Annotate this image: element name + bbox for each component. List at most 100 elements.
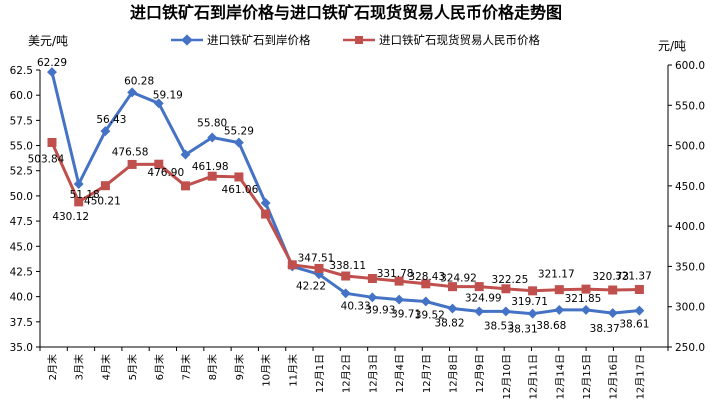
data-point-square — [341, 271, 351, 281]
x-tick-label: 12月17日 — [634, 354, 646, 399]
data-point-diamond — [233, 137, 244, 148]
x-tick-label: 12月10日 — [501, 354, 513, 399]
data-point-diamond — [447, 303, 458, 314]
data-label: 38.82 — [434, 318, 464, 330]
legend-diamond-marker — [181, 34, 193, 46]
data-label: 38.61 — [619, 319, 649, 331]
data-point-diamond — [527, 308, 538, 319]
data-label: 476.90 — [147, 167, 184, 179]
right-axis-ticks: 250.0 300.0 350.0 400.0 450.0 500.0 550.0 600.0 — [668, 60, 705, 354]
legend-square-marker — [355, 36, 363, 44]
left-axis-ticks: 35.0 37.5 40.0 42.5 45.0 47.5 50.0 52.5 55.0 57.5… — [10, 65, 40, 354]
data-label: 321.17 — [538, 269, 575, 281]
x-tick-label: 10月末 — [260, 354, 273, 387]
x-tick-label: 6月末 — [153, 354, 166, 380]
data-label: 55.29 — [224, 126, 254, 138]
x-tick-label: 4月末 — [99, 354, 112, 380]
data-point-square — [581, 284, 591, 294]
data-point-square — [100, 181, 110, 191]
x-tick-label: 12月3日 — [367, 354, 379, 393]
right-tick-label: 600.0 — [675, 60, 705, 72]
series-layer — [47, 67, 645, 319]
x-tick-label: 12月2日 — [341, 354, 353, 393]
data-point-square — [154, 159, 164, 169]
data-point-square — [608, 285, 618, 295]
x-tick-label: 12月8日 — [448, 354, 460, 393]
data-point-square — [47, 137, 57, 147]
right-tick-label: 250.0 — [675, 342, 705, 354]
data-label: 40.33 — [341, 300, 371, 312]
data-label: 503.84 — [28, 154, 65, 166]
left-tick-label: 60.0 — [10, 90, 33, 102]
right-tick-label: 500.0 — [675, 141, 705, 153]
data-label: 39.71 — [391, 309, 421, 321]
data-label: 319.71 — [511, 296, 548, 308]
data-point-square — [528, 286, 538, 296]
right-axis-unit: 元/吨 — [658, 39, 686, 53]
data-point-diamond — [47, 67, 57, 78]
data-point-square — [127, 159, 137, 169]
left-tick-label: 45.0 — [10, 241, 33, 253]
data-point-square — [448, 282, 457, 292]
data-point-diamond — [581, 304, 591, 315]
data-label: 51.18 — [70, 189, 100, 201]
data-point-square — [474, 282, 484, 292]
left-tick-label: 37.5 — [10, 317, 33, 329]
x-axis-ticks: 2月末 3月末 4月末 5月末 6月末 7月末 8月末 9月末 10月末 11月末 12月1日 12月… — [39, 347, 669, 399]
x-tick-label: 8月末 — [206, 354, 219, 380]
data-point-diamond — [474, 306, 485, 317]
left-tick-label: 35.0 — [10, 342, 33, 354]
data-label: 450.21 — [84, 196, 121, 208]
x-tick-label: 5月末 — [126, 354, 139, 380]
right-tick-label: 550.0 — [675, 100, 705, 112]
left-tick-label: 55.0 — [10, 141, 33, 153]
data-point-diamond — [420, 296, 431, 307]
x-tick-label: 2月末 — [46, 354, 59, 380]
data-label: 321.85 — [565, 293, 602, 305]
data-label: 42.22 — [296, 280, 326, 292]
data-label: 347.51 — [298, 252, 335, 264]
left-tick-label: 57.5 — [10, 115, 33, 127]
data-point-square — [367, 274, 377, 284]
x-tick-label: 11月末 — [286, 354, 299, 387]
data-point-square — [501, 284, 511, 294]
data-label: 60.28 — [124, 75, 154, 87]
data-point-square — [421, 279, 431, 289]
data-point-square — [234, 172, 244, 182]
data-point-square — [314, 263, 324, 273]
data-label: 38.53 — [484, 320, 514, 332]
left-tick-label: 42.5 — [10, 266, 33, 278]
data-point-square — [74, 197, 84, 207]
data-label: 461.06 — [222, 184, 259, 196]
right-tick-label: 350.0 — [675, 261, 705, 273]
right-tick-label: 450.0 — [675, 181, 705, 193]
legend: 进口铁矿石到岸价格 进口铁矿石现货贸易人民币价格 — [171, 33, 540, 47]
left-tick-label: 47.5 — [10, 216, 33, 228]
data-point-diamond — [607, 308, 618, 319]
x-tick-label: 12月1日 — [314, 354, 326, 393]
data-point-diamond — [127, 87, 138, 98]
x-tick-label: 12月14日 — [554, 354, 566, 399]
right-tick-label: 400.0 — [675, 221, 705, 233]
data-label: 62.29 — [37, 57, 67, 69]
data-point-square — [554, 285, 564, 295]
data-label: 324.92 — [440, 273, 477, 285]
x-tick-label: 12月4日 — [394, 354, 406, 393]
chart-title: 进口铁矿石到岸价格与进口铁矿石现货贸易人民币价格走势图 — [130, 3, 562, 22]
data-label: 38.68 — [536, 320, 566, 332]
x-tick-label: 9月末 — [233, 354, 246, 380]
data-label: 38.31 — [508, 324, 538, 336]
data-label: 55.80 — [197, 118, 227, 130]
data-label: 321.37 — [615, 271, 652, 283]
data-label: 38.37 — [590, 323, 620, 335]
data-point-square — [181, 181, 190, 191]
data-point-diamond — [73, 179, 84, 189]
data-label: 59.19 — [153, 89, 183, 101]
x-tick-label: 12月11日 — [528, 354, 540, 399]
data-label: 328.43 — [408, 271, 445, 283]
data-label: 39.52 — [415, 310, 445, 322]
x-tick-label: 7月末 — [180, 354, 193, 380]
data-label: 476.58 — [112, 146, 149, 158]
data-label: 430.12 — [52, 211, 89, 223]
